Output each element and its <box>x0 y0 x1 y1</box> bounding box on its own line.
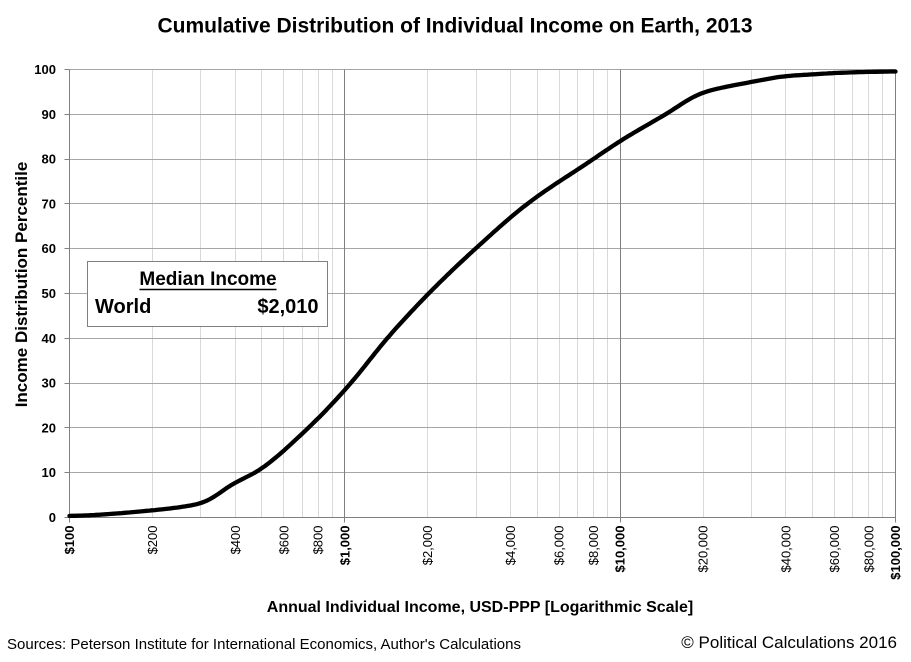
svg-text:$80,000: $80,000 <box>861 526 876 573</box>
svg-text:$60,000: $60,000 <box>827 526 842 573</box>
svg-text:$100,000: $100,000 <box>888 526 903 580</box>
svg-text:Median Income: Median Income <box>139 269 276 290</box>
svg-text:Cumulative Distribution of Ind: Cumulative Distribution of Individual In… <box>157 15 752 38</box>
svg-text:$100: $100 <box>62 526 77 555</box>
svg-text:20: 20 <box>42 420 56 435</box>
svg-text:60: 60 <box>42 241 56 256</box>
svg-text:50: 50 <box>42 286 56 301</box>
svg-text:$4,000: $4,000 <box>503 526 518 566</box>
svg-text:Annual Individual Income, USD-: Annual Individual Income, USD-PPP [Logar… <box>267 599 693 616</box>
svg-text:40: 40 <box>42 331 56 346</box>
svg-text:Income Distribution Percentile: Income Distribution Percentile <box>12 162 31 408</box>
svg-text:Sources: Peterson Institute fo: Sources: Peterson Institute for Internat… <box>7 636 521 653</box>
svg-text:$800: $800 <box>311 526 326 555</box>
svg-text:$6,000: $6,000 <box>552 526 567 566</box>
svg-text:$2,010: $2,010 <box>257 296 318 318</box>
svg-text:80: 80 <box>42 152 56 167</box>
svg-text:$400: $400 <box>228 526 243 555</box>
svg-text:$200: $200 <box>145 526 160 555</box>
svg-text:$40,000: $40,000 <box>778 526 793 573</box>
svg-text:70: 70 <box>42 196 56 211</box>
svg-text:$1,000: $1,000 <box>337 526 352 566</box>
svg-text:World: World <box>95 296 151 318</box>
svg-text:$2,000: $2,000 <box>420 526 435 566</box>
svg-text:$8,000: $8,000 <box>586 526 601 566</box>
svg-text:© Political Calculations 2016: © Political Calculations 2016 <box>681 633 897 652</box>
svg-text:0: 0 <box>49 510 56 525</box>
svg-text:$600: $600 <box>276 526 291 555</box>
svg-text:$20,000: $20,000 <box>696 526 711 573</box>
svg-text:10: 10 <box>42 465 56 480</box>
svg-text:90: 90 <box>42 107 56 122</box>
svg-text:100: 100 <box>34 62 56 77</box>
svg-text:30: 30 <box>42 376 56 391</box>
svg-text:$10,000: $10,000 <box>613 526 628 573</box>
